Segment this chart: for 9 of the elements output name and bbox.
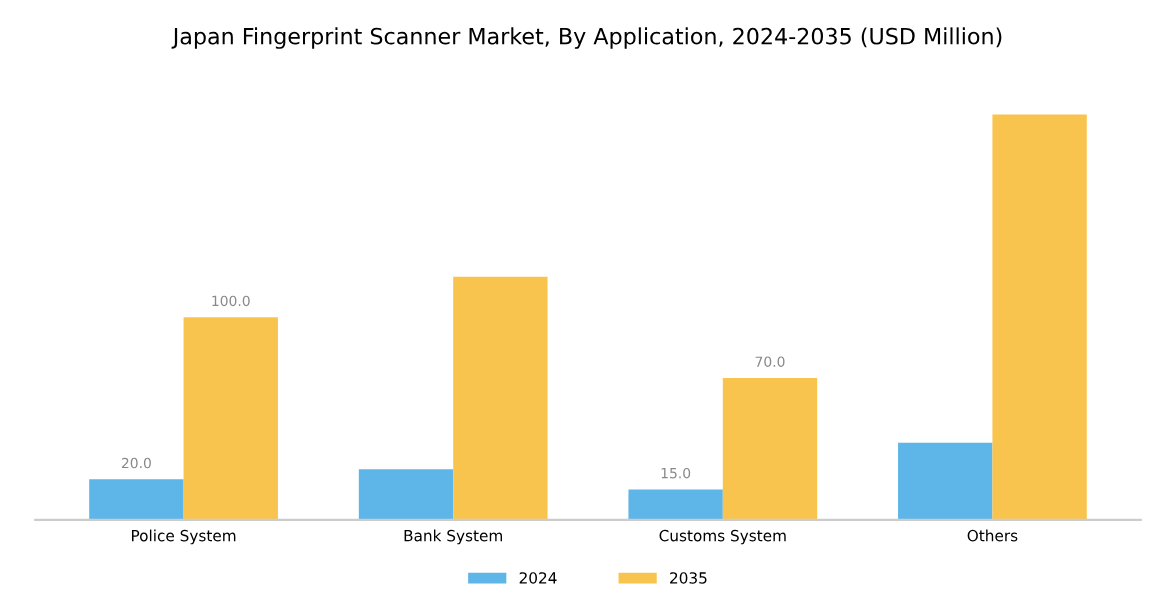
bar — [183, 317, 278, 520]
bar — [89, 479, 184, 520]
bar — [722, 377, 818, 520]
bar — [453, 276, 548, 520]
bar — [992, 114, 1087, 520]
bar — [628, 489, 723, 520]
bar — [358, 469, 454, 520]
chart-title: Japan Fingerprint Scanner Market, By Application, 2024-2035 (USD Million) — [171, 27, 1002, 49]
bar — [898, 442, 993, 520]
